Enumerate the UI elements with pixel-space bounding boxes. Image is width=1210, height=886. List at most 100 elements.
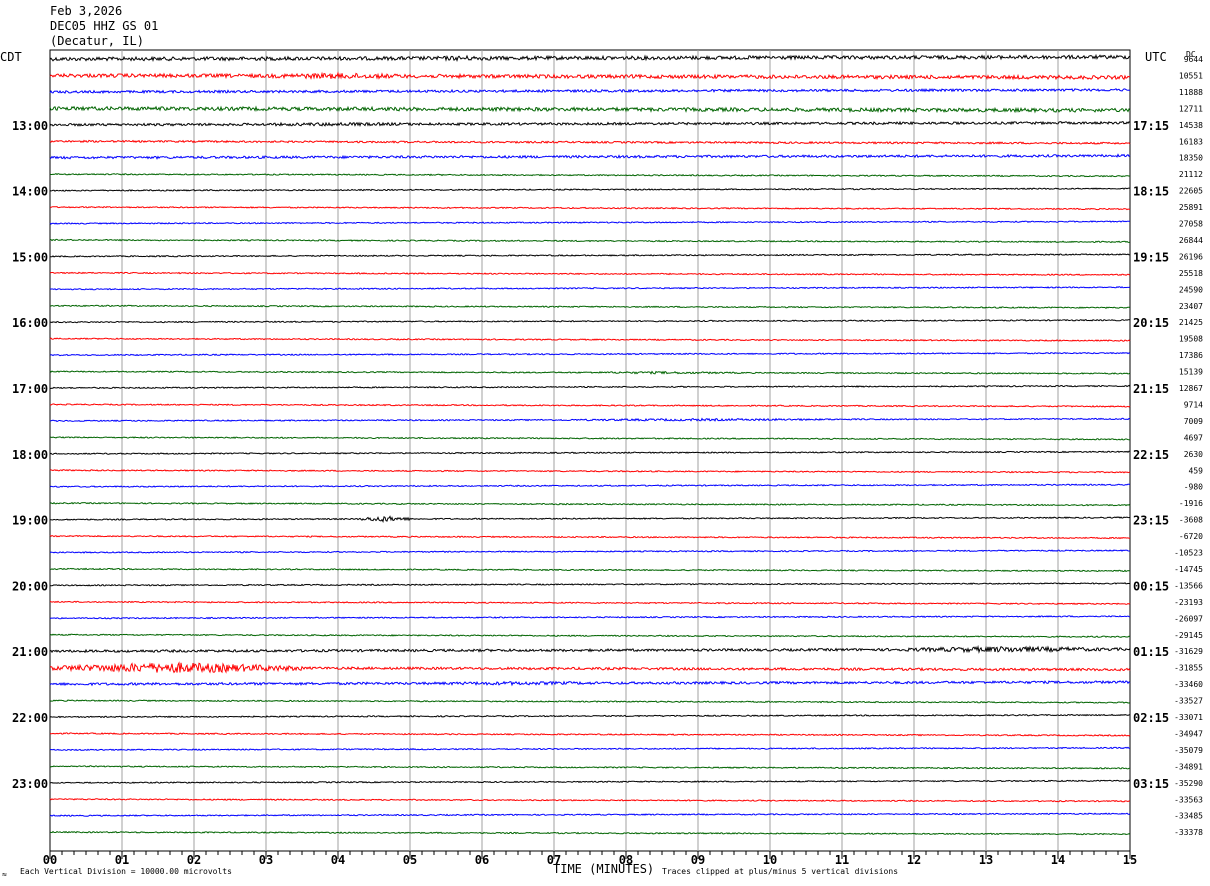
dc-offset-label: -23193	[1174, 598, 1203, 607]
cdt-hour-label: 17:00	[12, 382, 48, 396]
plot-date: Feb 3,2026	[50, 4, 123, 18]
seismic-trace	[49, 417, 1131, 423]
dc-offset-label: 14538	[1179, 121, 1203, 130]
x-tick-label: 06	[475, 853, 489, 867]
dc-offset-label: 9714	[1184, 400, 1203, 409]
seismic-trace	[50, 515, 1131, 523]
right-timezone-label: UTC	[1145, 50, 1167, 64]
seismic-trace	[49, 337, 1131, 342]
utc-hour-label: 02:15	[1133, 711, 1169, 725]
dc-offset-label: 24590	[1179, 285, 1203, 294]
seismic-trace	[49, 469, 1131, 474]
utc-hour-label: 00:15	[1133, 579, 1169, 593]
dc-offset-label: 22605	[1179, 187, 1203, 196]
dc-offset-label: -26097	[1174, 614, 1203, 623]
utc-hour-label: 19:15	[1133, 250, 1169, 264]
dc-offset-label: -6720	[1179, 532, 1203, 541]
utc-hour-label: 22:15	[1133, 448, 1169, 462]
dc-offset-label: -29145	[1174, 631, 1203, 640]
dc-offset-label: 459	[1189, 466, 1204, 475]
scale-note: Each Vertical Division = 10000.00 microv…	[20, 867, 232, 876]
x-tick-label: 04	[331, 853, 345, 867]
dc-offset-label: -31855	[1174, 664, 1203, 673]
x-tick-label: 07	[547, 853, 561, 867]
x-tick-label: 00	[43, 853, 57, 867]
utc-hour-label: 20:15	[1133, 316, 1169, 330]
credit-glyph: ≈	[2, 870, 7, 879]
seismic-trace	[49, 105, 1131, 114]
seismic-trace	[50, 253, 1131, 258]
dc-offset-label: -34947	[1174, 729, 1203, 738]
dc-offset-label: 27058	[1179, 220, 1203, 229]
utc-hour-label: 01:15	[1133, 645, 1169, 659]
utc-hour-label: 18:15	[1133, 185, 1169, 199]
seismic-trace	[49, 238, 1131, 244]
seismic-trace	[49, 71, 1131, 81]
seismic-trace	[49, 779, 1131, 784]
dc-offset-label: 12711	[1179, 104, 1203, 113]
cdt-hour-label: 13:00	[12, 119, 48, 133]
dc-offset-label: 9644	[1184, 55, 1203, 64]
dc-offset-label: 4697	[1184, 433, 1203, 442]
seismic-trace	[49, 384, 1131, 390]
cdt-hour-label: 22:00	[12, 711, 48, 725]
x-tick-label: 15	[1123, 853, 1137, 867]
dc-offset-label: -33378	[1174, 828, 1203, 837]
seismic-trace	[49, 798, 1131, 803]
seismic-trace	[49, 220, 1131, 225]
utc-hour-label: 21:15	[1133, 382, 1169, 396]
seismic-trace	[49, 633, 1131, 638]
cdt-hour-label: 20:00	[12, 579, 48, 593]
dc-offset-label: 25891	[1179, 203, 1203, 212]
seismic-trace	[49, 403, 1131, 408]
seismic-trace	[49, 271, 1131, 276]
x-axis-label: TIME (MINUTES)	[553, 862, 655, 876]
dc-offset-label: -1916	[1179, 499, 1203, 508]
seismic-trace	[49, 661, 1131, 674]
seismic-trace	[49, 153, 1131, 160]
utc-hour-label: 17:15	[1133, 119, 1169, 133]
cdt-hour-label: 18:00	[12, 448, 48, 462]
dc-offset-label: -35290	[1174, 779, 1203, 788]
plot-frame	[49, 49, 1131, 852]
dc-offset-label: -33527	[1174, 697, 1203, 706]
seismic-trace	[49, 534, 1131, 540]
left-timezone-label: CDT	[0, 50, 22, 64]
dc-offset-label: 7009	[1184, 417, 1203, 426]
x-tick-label: 02	[187, 853, 201, 867]
seismic-trace	[49, 205, 1131, 211]
station-label: DEC05 HHZ GS 01	[50, 19, 159, 33]
dc-offset-label: -33563	[1174, 795, 1203, 804]
dc-offset-label: 17386	[1179, 351, 1203, 360]
dc-offset-label: 23407	[1179, 302, 1203, 311]
seismic-trace	[49, 286, 1131, 291]
x-tick-label: 01	[115, 853, 129, 867]
dc-offset-label: -35079	[1174, 746, 1203, 755]
dc-offset-label: 18350	[1179, 154, 1203, 163]
dc-offset-label: 16183	[1179, 137, 1203, 146]
seismic-trace	[49, 765, 1131, 770]
cdt-hour-label: 15:00	[12, 250, 48, 264]
x-tick-label: 10	[763, 853, 777, 867]
dc-offset-label: 2630	[1184, 450, 1203, 459]
seismic-trace	[49, 732, 1131, 737]
dc-offset-label: -10523	[1174, 549, 1203, 558]
dc-offset-label: 19508	[1179, 335, 1203, 344]
seismic-trace	[49, 549, 1130, 554]
dc-offset-label: -31629	[1174, 647, 1203, 656]
seismic-trace	[49, 436, 1131, 441]
cdt-hour-label: 16:00	[12, 316, 48, 330]
dc-offset-label: -34891	[1174, 762, 1203, 771]
location-label: (Decatur, IL)	[50, 34, 144, 48]
seismic-trace	[49, 187, 1130, 192]
seismic-trace	[49, 483, 1131, 488]
seismic-trace	[49, 812, 1131, 817]
seismic-trace	[49, 582, 1131, 587]
clip-note: Traces clipped at plus/minus 5 vertical …	[662, 867, 899, 876]
seismic-trace	[49, 679, 1131, 687]
seismic-trace	[49, 746, 1130, 752]
seismic-trace	[49, 120, 1131, 128]
x-tick-label: 12	[907, 853, 921, 867]
dc-offset-label: -14745	[1174, 565, 1203, 574]
seismic-trace	[49, 88, 1131, 95]
